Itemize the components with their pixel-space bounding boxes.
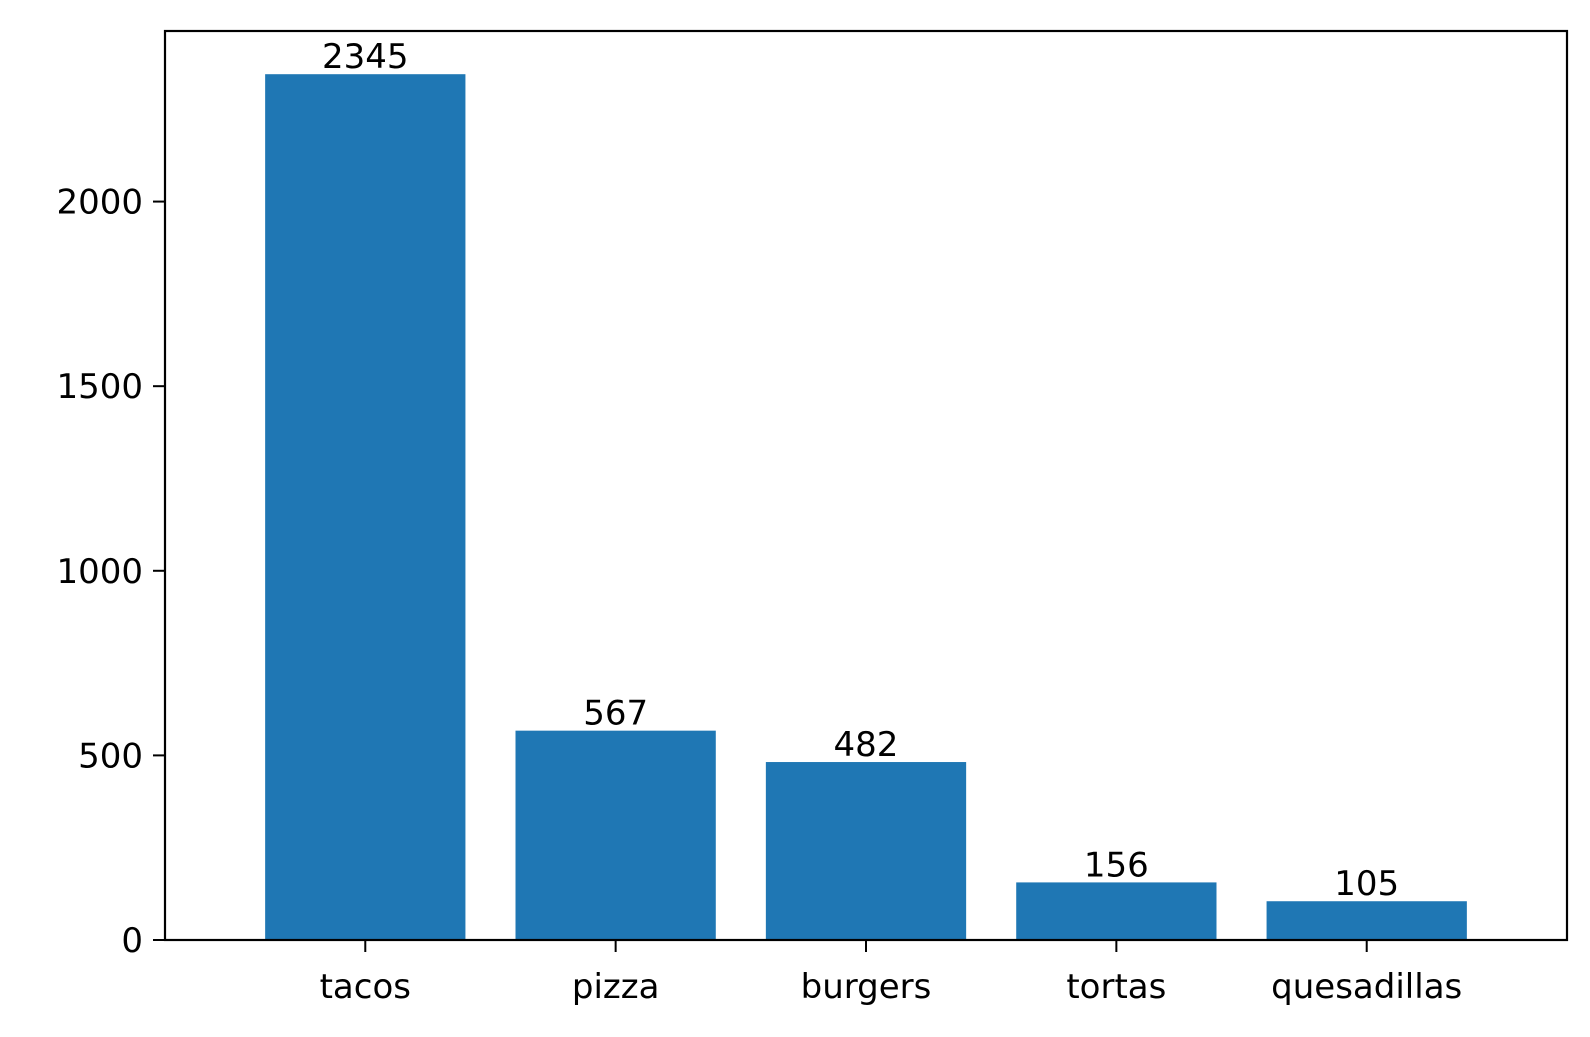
data-label-quesadillas: 105 (1334, 864, 1399, 904)
bar-tacos (265, 74, 466, 940)
bar-tortas (1016, 882, 1217, 940)
y-tick-label-2000: 2000 (56, 183, 143, 223)
y-tick-label-0: 0 (121, 921, 143, 961)
data-labels-group: 2345 567 482 156 105 (322, 37, 1399, 904)
bar-burgers (765, 762, 967, 940)
x-axis: tacos pizza burgers tortas quesadillas (320, 940, 1462, 1007)
bar-pizza (515, 730, 716, 940)
plot-frame (163, 29, 1569, 942)
x-tick-label-tacos: tacos (320, 967, 411, 1007)
x-tick-label-burgers: burgers (801, 967, 932, 1007)
x-tick-label-tortas: tortas (1066, 967, 1166, 1007)
data-label-tacos: 2345 (322, 37, 409, 77)
y-tick-label-1500: 1500 (56, 367, 143, 407)
y-tick-label-500: 500 (78, 736, 143, 776)
x-tick-label-quesadillas: quesadillas (1271, 967, 1462, 1007)
y-tick-label-1000: 1000 (56, 552, 143, 592)
data-label-pizza: 567 (583, 694, 648, 734)
y-axis: 0 500 1000 1500 2000 (56, 183, 165, 961)
data-label-burgers: 482 (834, 725, 899, 765)
bar-quesadillas (1266, 901, 1467, 940)
bars-group (265, 74, 1467, 940)
x-tick-label-pizza: pizza (572, 967, 660, 1007)
data-label-tortas: 156 (1084, 845, 1149, 885)
